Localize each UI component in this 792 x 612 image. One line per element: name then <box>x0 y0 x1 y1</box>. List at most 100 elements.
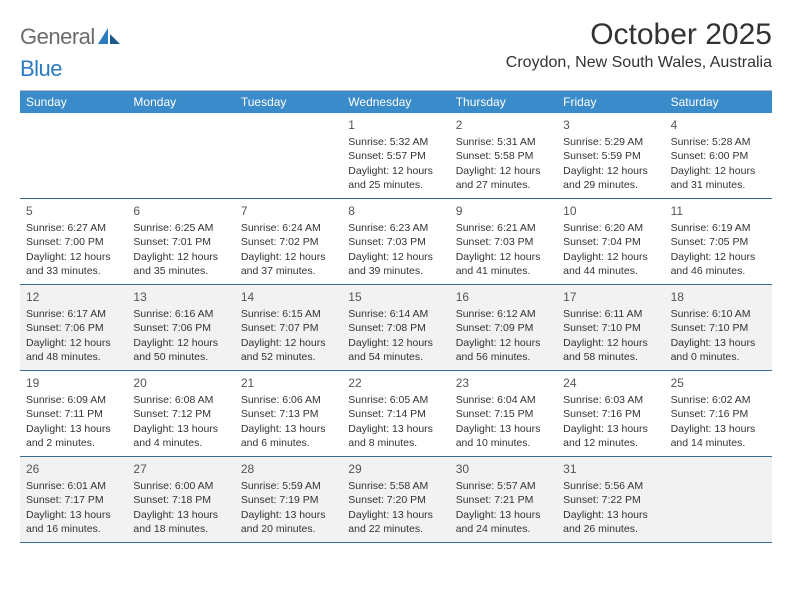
day-number: 2 <box>456 117 551 133</box>
day-cell: 6Sunrise: 6:25 AMSunset: 7:01 PMDaylight… <box>127 199 234 285</box>
sunrise-text: Sunrise: 6:00 AM <box>133 479 228 493</box>
day-cell: 3Sunrise: 5:29 AMSunset: 5:59 PMDaylight… <box>557 113 664 199</box>
day1-text: Daylight: 12 hours <box>563 250 658 264</box>
day-cell: 7Sunrise: 6:24 AMSunset: 7:02 PMDaylight… <box>235 199 342 285</box>
sunrise-text: Sunrise: 6:20 AM <box>563 221 658 235</box>
day-number: 19 <box>26 375 121 391</box>
day-number: 31 <box>563 461 658 477</box>
day-cell: 20Sunrise: 6:08 AMSunset: 7:12 PMDayligh… <box>127 371 234 457</box>
day-cell: 21Sunrise: 6:06 AMSunset: 7:13 PMDayligh… <box>235 371 342 457</box>
day-cell: 15Sunrise: 6:14 AMSunset: 7:08 PMDayligh… <box>342 285 449 371</box>
day1-text: Daylight: 12 hours <box>671 250 766 264</box>
day1-text: Daylight: 13 hours <box>563 422 658 436</box>
sunset-text: Sunset: 7:06 PM <box>26 321 121 335</box>
sunrise-text: Sunrise: 6:10 AM <box>671 307 766 321</box>
day-number: 8 <box>348 203 443 219</box>
day-cell: 13Sunrise: 6:16 AMSunset: 7:06 PMDayligh… <box>127 285 234 371</box>
sunrise-text: Sunrise: 6:17 AM <box>26 307 121 321</box>
day2-text: and 27 minutes. <box>456 178 551 192</box>
sunset-text: Sunset: 7:16 PM <box>671 407 766 421</box>
sunrise-text: Sunrise: 6:12 AM <box>456 307 551 321</box>
sunset-text: Sunset: 7:11 PM <box>26 407 121 421</box>
sunrise-text: Sunrise: 6:19 AM <box>671 221 766 235</box>
day2-text: and 22 minutes. <box>348 522 443 536</box>
day1-text: Daylight: 13 hours <box>133 422 228 436</box>
day-number: 6 <box>133 203 228 219</box>
sunrise-text: Sunrise: 6:06 AM <box>241 393 336 407</box>
day2-text: and 4 minutes. <box>133 436 228 450</box>
sunset-text: Sunset: 5:57 PM <box>348 149 443 163</box>
sunrise-text: Sunrise: 6:27 AM <box>26 221 121 235</box>
sunrise-text: Sunrise: 5:28 AM <box>671 135 766 149</box>
day1-text: Daylight: 13 hours <box>348 422 443 436</box>
day-number: 17 <box>563 289 658 305</box>
sunset-text: Sunset: 7:04 PM <box>563 235 658 249</box>
title-block: October 2025 Croydon, New South Wales, A… <box>506 18 772 72</box>
day1-text: Daylight: 13 hours <box>26 508 121 522</box>
day1-text: Daylight: 12 hours <box>671 164 766 178</box>
sunrise-text: Sunrise: 5:59 AM <box>241 479 336 493</box>
day-cell: 30Sunrise: 5:57 AMSunset: 7:21 PMDayligh… <box>450 457 557 543</box>
empty-cell <box>235 113 342 199</box>
sunset-text: Sunset: 7:15 PM <box>456 407 551 421</box>
day-number: 24 <box>563 375 658 391</box>
day1-text: Daylight: 13 hours <box>241 508 336 522</box>
sunrise-text: Sunrise: 6:16 AM <box>133 307 228 321</box>
day-number: 10 <box>563 203 658 219</box>
day-cell: 24Sunrise: 6:03 AMSunset: 7:16 PMDayligh… <box>557 371 664 457</box>
day2-text: and 35 minutes. <box>133 264 228 278</box>
day1-text: Daylight: 13 hours <box>563 508 658 522</box>
sunrise-text: Sunrise: 5:57 AM <box>456 479 551 493</box>
day2-text: and 29 minutes. <box>563 178 658 192</box>
sunrise-text: Sunrise: 6:02 AM <box>671 393 766 407</box>
day2-text: and 0 minutes. <box>671 350 766 364</box>
day1-text: Daylight: 13 hours <box>348 508 443 522</box>
day2-text: and 20 minutes. <box>241 522 336 536</box>
day-cell: 22Sunrise: 6:05 AMSunset: 7:14 PMDayligh… <box>342 371 449 457</box>
day2-text: and 6 minutes. <box>241 436 336 450</box>
sunrise-text: Sunrise: 6:15 AM <box>241 307 336 321</box>
day1-text: Daylight: 12 hours <box>348 336 443 350</box>
day2-text: and 50 minutes. <box>133 350 228 364</box>
sunset-text: Sunset: 7:08 PM <box>348 321 443 335</box>
day-number: 1 <box>348 117 443 133</box>
day2-text: and 12 minutes. <box>563 436 658 450</box>
day2-text: and 26 minutes. <box>563 522 658 536</box>
day-cell: 4Sunrise: 5:28 AMSunset: 6:00 PMDaylight… <box>665 113 772 199</box>
day-number: 28 <box>241 461 336 477</box>
day2-text: and 25 minutes. <box>348 178 443 192</box>
day2-text: and 52 minutes. <box>241 350 336 364</box>
day1-text: Daylight: 12 hours <box>26 336 121 350</box>
day1-text: Daylight: 12 hours <box>133 250 228 264</box>
sunset-text: Sunset: 7:02 PM <box>241 235 336 249</box>
day2-text: and 16 minutes. <box>26 522 121 536</box>
day2-text: and 18 minutes. <box>133 522 228 536</box>
day-number: 18 <box>671 289 766 305</box>
day-cell: 18Sunrise: 6:10 AMSunset: 7:10 PMDayligh… <box>665 285 772 371</box>
day-cell: 1Sunrise: 5:32 AMSunset: 5:57 PMDaylight… <box>342 113 449 199</box>
day2-text: and 10 minutes. <box>456 436 551 450</box>
day1-text: Daylight: 12 hours <box>563 336 658 350</box>
day-number: 16 <box>456 289 551 305</box>
day2-text: and 46 minutes. <box>671 264 766 278</box>
day1-text: Daylight: 13 hours <box>133 508 228 522</box>
day2-text: and 33 minutes. <box>26 264 121 278</box>
day-cell: 8Sunrise: 6:23 AMSunset: 7:03 PMDaylight… <box>342 199 449 285</box>
day-header: Sunday <box>20 91 127 113</box>
day-cell: 10 Sunrise: 6:20 AMSunset: 7:04 PMDayligh… <box>557 199 664 285</box>
day1-text: Daylight: 13 hours <box>26 422 121 436</box>
day-cell: 12Sunrise: 6:17 AMSunset: 7:06 PMDayligh… <box>20 285 127 371</box>
day2-text: and 24 minutes. <box>456 522 551 536</box>
sunrise-text: Sunrise: 5:58 AM <box>348 479 443 493</box>
day-number: 29 <box>348 461 443 477</box>
sunrise-text: Sunrise: 5:32 AM <box>348 135 443 149</box>
brand-left: General <box>20 24 95 49</box>
sunrise-text: Sunrise: 6:05 AM <box>348 393 443 407</box>
sunset-text: Sunset: 7:10 PM <box>563 321 658 335</box>
sunrise-text: Sunrise: 6:24 AM <box>241 221 336 235</box>
day-cell: 28Sunrise: 5:59 AMSunset: 7:19 PMDayligh… <box>235 457 342 543</box>
day-cell: 14Sunrise: 6:15 AMSunset: 7:07 PMDayligh… <box>235 285 342 371</box>
brand-logo: General Blue <box>20 18 120 82</box>
sunrise-text: Sunrise: 6:04 AM <box>456 393 551 407</box>
day2-text: and 37 minutes. <box>241 264 336 278</box>
